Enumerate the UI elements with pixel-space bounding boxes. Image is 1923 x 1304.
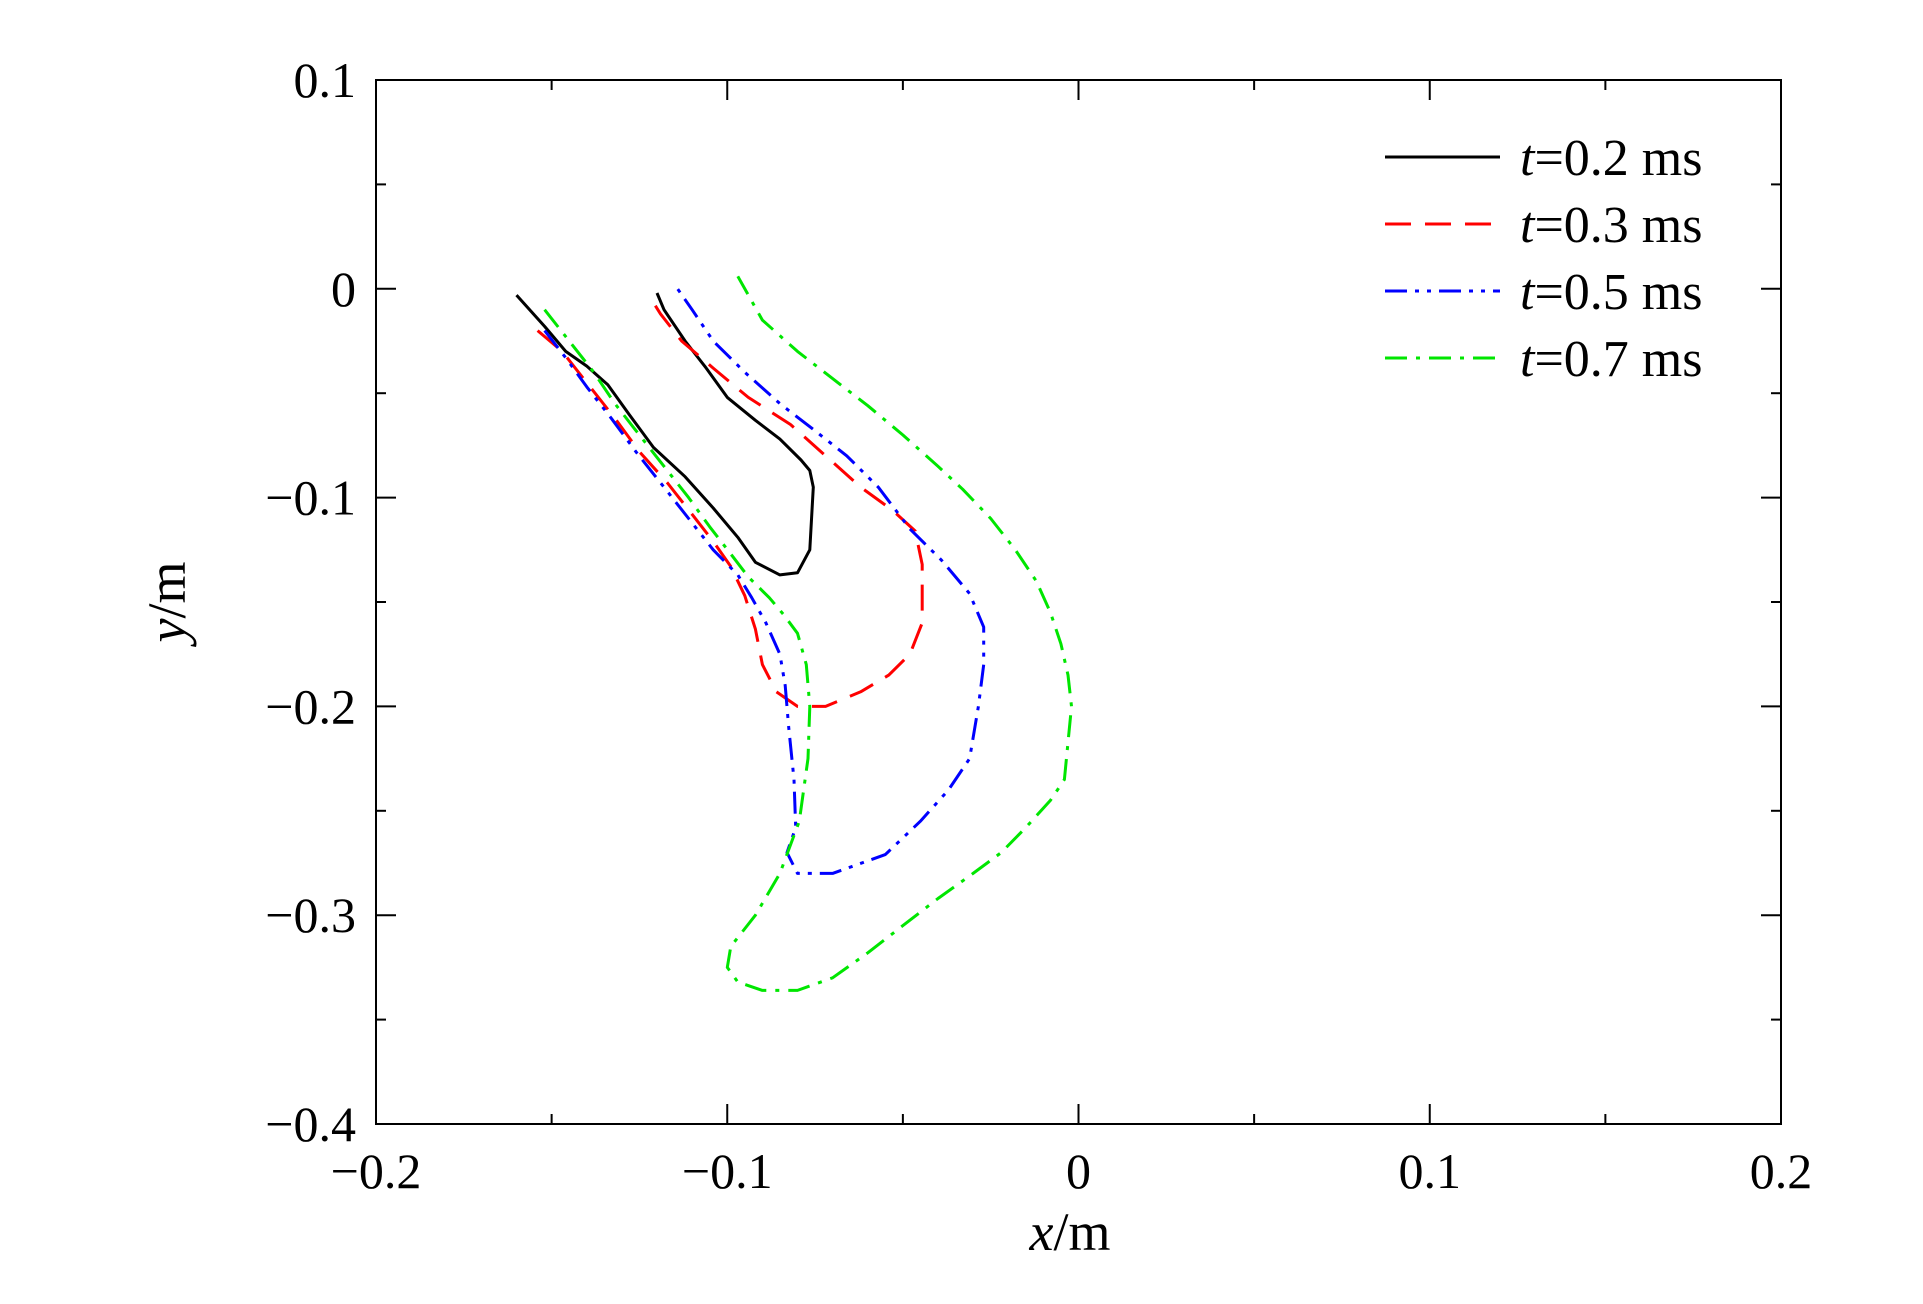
legend-label-2: t=0.3 ms bbox=[1520, 197, 1702, 254]
series-layer bbox=[515, 275, 1073, 992]
legend-label-4: t=0.7 ms bbox=[1520, 331, 1702, 388]
ticks-layer: −0.2 −0.1 0 0.1 0.2 0.1 0 −0.1 −0.2 −0.3 −0.4 bbox=[265, 52, 1812, 1199]
y-axis-label: y/m bbox=[137, 562, 197, 648]
series-line-1 bbox=[515, 292, 815, 577]
series-line-2 bbox=[536, 296, 924, 708]
x-tick-label: −0.1 bbox=[682, 1143, 773, 1199]
labels-layer: x/m y/m bbox=[137, 562, 1110, 1262]
x-axis-label: x/m bbox=[1029, 1202, 1111, 1262]
x-tick-label: 0 bbox=[1066, 1143, 1091, 1199]
y-tick-label: −0.4 bbox=[265, 1096, 356, 1152]
legend-label-3: t=0.5 ms bbox=[1520, 264, 1702, 321]
y-tick-label: −0.1 bbox=[265, 470, 356, 526]
series-line-3 bbox=[543, 283, 986, 875]
y-tick-label: −0.3 bbox=[265, 887, 356, 943]
x-tick-label: −0.2 bbox=[331, 1143, 422, 1199]
series-line-4 bbox=[543, 275, 1073, 992]
legend-label-1: t=0.2 ms bbox=[1520, 130, 1702, 187]
x-tick-label: 0.2 bbox=[1750, 1143, 1813, 1199]
legend: t=0.2 ms t=0.3 ms t=0.5 ms t=0.7 ms bbox=[1385, 130, 1702, 388]
y-tick-label: −0.2 bbox=[265, 678, 356, 734]
y-tick-label: 0.1 bbox=[294, 52, 357, 108]
x-tick-label: 0.1 bbox=[1399, 1143, 1462, 1199]
y-tick-label: 0 bbox=[331, 261, 356, 317]
